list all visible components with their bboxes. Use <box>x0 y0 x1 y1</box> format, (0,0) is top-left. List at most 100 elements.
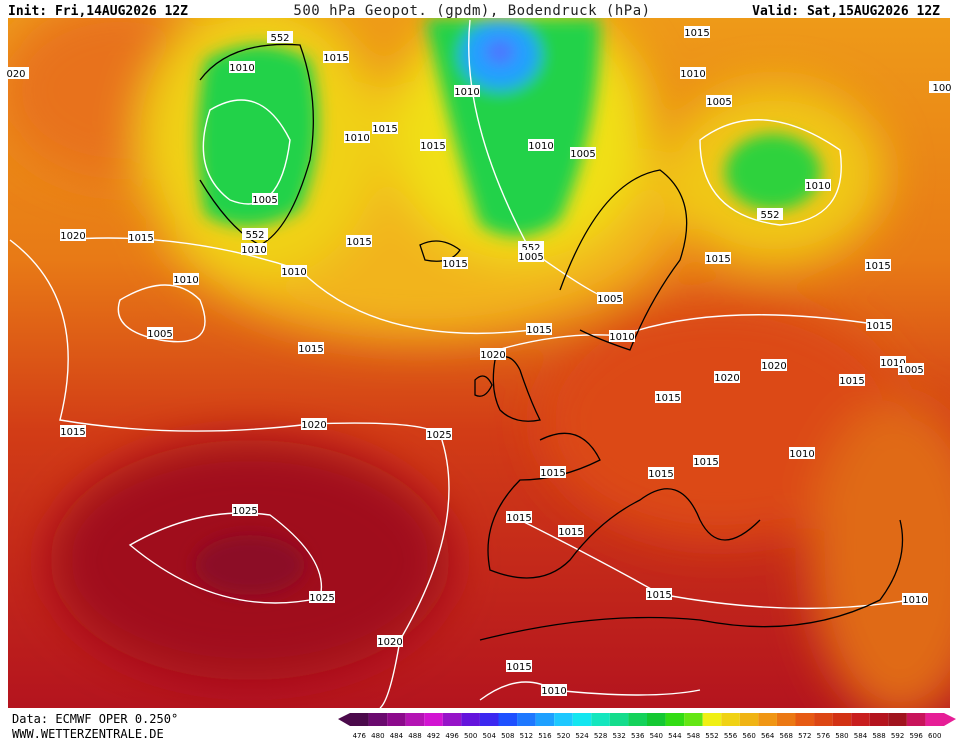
isobar-value: 1020 <box>761 361 786 372</box>
isobar-label: 1015 <box>540 466 566 479</box>
isobar-label: 1015 <box>372 122 398 135</box>
scale-swatch <box>739 713 759 726</box>
isobar-label: 1015 <box>346 235 372 248</box>
isobar-label: 1025 <box>426 428 452 441</box>
isobar-value: 1015 <box>684 28 709 39</box>
scale-swatch <box>628 713 647 726</box>
label-box <box>655 391 681 403</box>
isobar-label: 1010 <box>528 139 554 152</box>
isobar-label: 1010 <box>680 67 706 80</box>
isobar-value: 1010 <box>880 358 905 369</box>
isobar-label: 1025 <box>232 504 258 517</box>
isobar-label: 1005 <box>518 250 544 263</box>
label-box <box>232 504 258 516</box>
label-box <box>241 243 267 255</box>
label-box <box>426 428 452 440</box>
isobar-label: 1015 <box>865 259 891 272</box>
isobar-value: 1015 <box>372 124 397 135</box>
scale-swatch <box>888 713 907 726</box>
isobar-value: 1005 <box>518 252 543 263</box>
isobar-label: 1015 <box>655 391 681 404</box>
label-box <box>693 455 719 467</box>
label-box <box>344 131 370 143</box>
isobar-value: 100 <box>932 83 951 94</box>
scale-label: 576 <box>817 732 831 740</box>
isobar-value: 1015 <box>655 393 680 404</box>
isobar-label: 1015 <box>506 511 532 524</box>
label-box <box>420 139 446 151</box>
scale-swatch <box>925 713 944 726</box>
label-box <box>646 588 672 600</box>
isobar-value: 1010 <box>344 133 369 144</box>
label-box <box>541 684 567 696</box>
scale-swatch <box>461 713 480 726</box>
scale-label: 552 <box>705 732 718 740</box>
label-box <box>506 511 532 523</box>
scale-label: 588 <box>872 732 885 740</box>
scale-swatch <box>814 713 833 726</box>
label-box <box>597 292 623 304</box>
scale-swatch <box>442 713 462 726</box>
isobar-value: 1010 <box>541 686 566 697</box>
isobar-value: 1010 <box>528 141 553 152</box>
isobar-value: 020 <box>6 69 25 80</box>
label-box <box>706 95 732 107</box>
isobar-label: 1020 <box>377 635 403 648</box>
label-box <box>540 466 566 478</box>
label-box <box>528 139 554 151</box>
isobar-label: 1015 <box>128 231 154 244</box>
isobar-label: 1020 <box>301 418 327 431</box>
label-box <box>761 359 787 371</box>
isobar-label: 1020 <box>60 229 86 242</box>
scale-label: 536 <box>631 732 645 740</box>
isobar-value: 552 <box>245 230 264 241</box>
scale-swatch <box>647 713 666 726</box>
scale-swatch <box>368 713 388 726</box>
label-box <box>372 122 398 134</box>
scale-swatch <box>350 713 369 726</box>
scale-swatch <box>869 713 889 726</box>
scale-swatch <box>405 713 425 726</box>
scale-swatch <box>665 713 685 726</box>
isobar-value: 1020 <box>480 350 505 361</box>
isobar-value: 1010 <box>454 87 479 98</box>
scale-label: 484 <box>390 732 404 740</box>
label-box <box>757 208 783 220</box>
isobar-value: 1020 <box>377 637 402 648</box>
scale-label: 504 <box>483 732 497 740</box>
isobar-value: 1005 <box>570 149 595 160</box>
scale-label: 544 <box>668 732 682 740</box>
isobar-value: 1015 <box>705 254 730 265</box>
scale-swatch <box>498 713 518 726</box>
scale-label: 532 <box>612 732 625 740</box>
isobar-label: 020 <box>3 67 29 80</box>
scale-label: 548 <box>687 732 700 740</box>
scale-label: 528 <box>594 732 607 740</box>
isobar-label: 1025 <box>309 591 335 604</box>
scale-swatch <box>832 713 852 726</box>
scale-swatch <box>517 713 536 726</box>
label-box <box>309 591 335 603</box>
scale-label: 480 <box>371 732 384 740</box>
isobar-label: 1020 <box>480 348 506 361</box>
label-box <box>60 229 86 241</box>
isobar-value: 1015 <box>865 261 890 272</box>
isobar-label: 1015 <box>558 525 584 538</box>
isobar-value: 1015 <box>648 469 673 480</box>
scale-label: 524 <box>575 732 589 740</box>
color-scale: 476 480 484 488 492 496 500 504 508 512 516 520 524 5… <box>338 713 956 740</box>
isobar-label: 1010 <box>281 265 307 278</box>
isobar-value: 1015 <box>128 233 153 244</box>
isobar-label: 1010 <box>173 273 199 286</box>
label-box <box>346 235 372 247</box>
isobar-value: 1010 <box>805 181 830 192</box>
scale-label: 560 <box>742 732 755 740</box>
scale-label: 596 <box>909 732 923 740</box>
isobar-label: 1010 <box>609 330 635 343</box>
isobar-label: 1010 <box>541 684 567 697</box>
isobar-label: 1015 <box>684 26 710 39</box>
isobar-value: 1020 <box>60 231 85 242</box>
isobar-value: 1015 <box>866 321 891 332</box>
isobar-value: 1005 <box>252 195 277 206</box>
scale-arrow-left <box>338 713 350 726</box>
